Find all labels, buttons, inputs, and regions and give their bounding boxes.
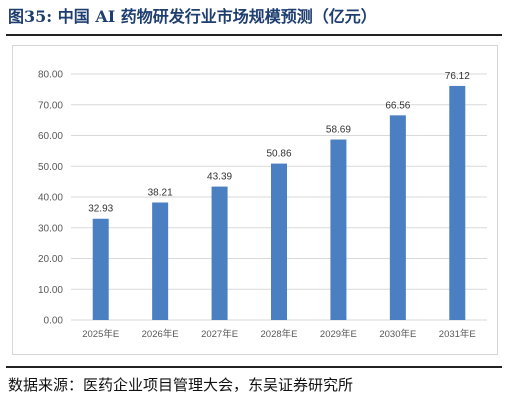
source-note: 数据来源：医药企业项目管理大会，东吴证券研究所 [8, 376, 354, 394]
data-label: 50.86 [266, 149, 291, 160]
bar [211, 186, 228, 320]
bar [449, 85, 466, 320]
figure-title: 图35: 中国 AI 药物研发行业市场规模预测（亿元） [8, 7, 377, 26]
x-tick-label: 2029年E [320, 328, 357, 340]
data-label: 32.93 [88, 204, 113, 215]
chart-frame: 0.00 10.00 20.00 30.00 40.00 50.00 60.00 70.00 8… [12, 45, 498, 355]
y-tick-label: 50.00 [38, 162, 63, 173]
data-label: 38.21 [148, 188, 173, 199]
data-label: 43.39 [207, 172, 232, 183]
x-tick-label: 2031年E [439, 328, 476, 340]
bar [330, 139, 347, 320]
y-tick-label: 60.00 [38, 131, 63, 142]
bar [271, 163, 287, 320]
data-label: 76.12 [445, 71, 470, 82]
bar-chart: 0.00 10.00 20.00 30.00 40.00 50.00 60.00 70.00 8… [38, 70, 487, 340]
y-tick-label: 30.00 [38, 223, 63, 234]
y-tick-label: 40.00 [38, 193, 63, 204]
data-label: 58.69 [326, 125, 351, 136]
x-tick-label: 2025年E [82, 328, 119, 340]
title-divider [6, 34, 502, 36]
x-tick-label: 2026年E [142, 328, 179, 340]
y-tick-label: 0.00 [44, 316, 64, 327]
bar [92, 218, 109, 320]
x-tick-label: 2028年E [261, 328, 298, 340]
bar [152, 202, 169, 320]
x-tick-label: 2030年E [379, 328, 416, 340]
source-divider [6, 366, 502, 368]
y-tick-label: 20.00 [38, 254, 63, 265]
y-tick-label: 80.00 [38, 70, 63, 81]
y-tick-label: 10.00 [38, 285, 63, 296]
data-label: 66.56 [385, 100, 410, 111]
bar [389, 115, 406, 320]
y-tick-label: 70.00 [38, 100, 63, 111]
x-tick-label: 2027年E [201, 328, 238, 340]
